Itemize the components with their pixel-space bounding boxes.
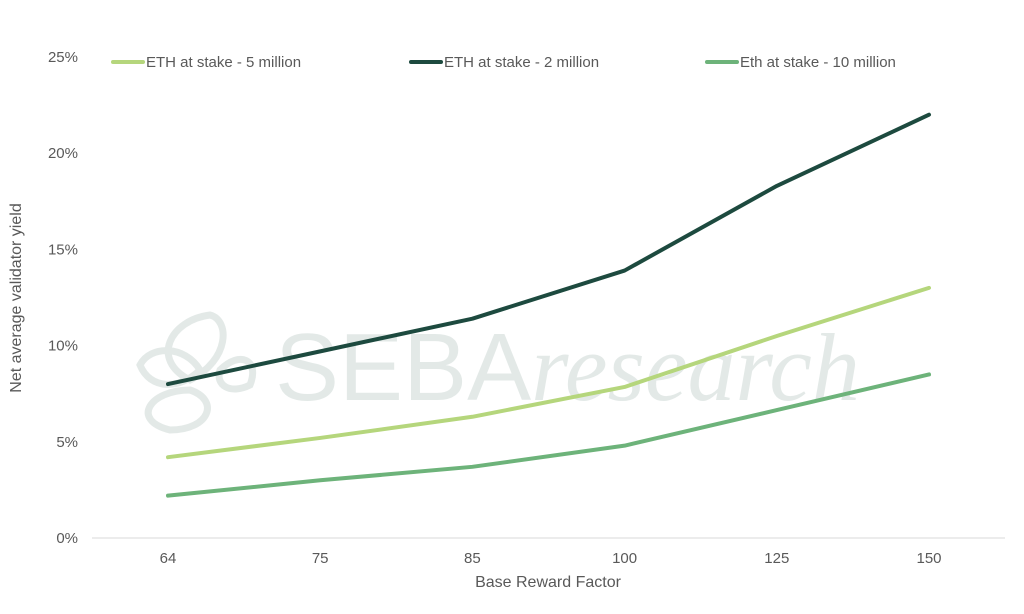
legend-label: Eth at stake - 10 million	[740, 54, 896, 71]
y-tick-label: 5%	[56, 434, 78, 451]
y-axis-label: Net average validator yield	[8, 203, 25, 392]
x-axis-label: Base Reward Factor	[475, 574, 622, 591]
legend-item-1: ETH at stake - 2 million	[409, 54, 599, 71]
x-tick-label: 150	[916, 550, 941, 567]
legend-item-2: Eth at stake - 10 million	[705, 54, 896, 71]
legend-label: ETH at stake - 2 million	[444, 54, 599, 71]
x-tick-label: 64	[160, 550, 177, 567]
y-tick-label: 20%	[48, 145, 78, 162]
legend-item-0: ETH at stake - 5 million	[111, 54, 301, 71]
x-tick-label: 125	[764, 550, 789, 567]
y-tick-label: 15%	[48, 241, 78, 258]
y-tick-label: 0%	[56, 530, 78, 547]
series-line-2	[166, 372, 931, 498]
y-tick-label: 10%	[48, 338, 78, 355]
series-line-1	[166, 112, 931, 387]
x-tick-label: 100	[612, 550, 637, 567]
legend-label: ETH at stake - 5 million	[146, 54, 301, 71]
x-tick-label: 75	[312, 550, 329, 567]
svg-text:SEBAresearch: SEBAresearch	[275, 314, 860, 421]
series-line-0	[166, 285, 931, 460]
y-tick-label: 25%	[48, 49, 78, 66]
x-tick-label: 85	[464, 550, 481, 567]
seba-leaf-icon	[136, 311, 257, 434]
